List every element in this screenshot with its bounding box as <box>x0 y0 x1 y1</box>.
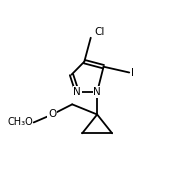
Text: O: O <box>48 109 56 120</box>
Text: CH₃O: CH₃O <box>7 118 33 127</box>
Text: Cl: Cl <box>94 27 105 37</box>
Text: I: I <box>131 67 134 77</box>
Text: N: N <box>93 87 101 97</box>
Text: N: N <box>73 87 81 97</box>
